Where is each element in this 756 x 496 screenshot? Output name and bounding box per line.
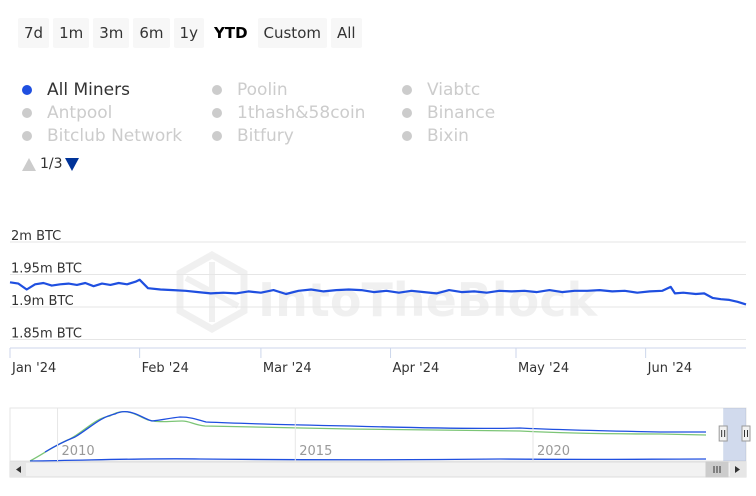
x-tick-label: Jun '24	[647, 361, 693, 376]
legend-item-bitclub-network[interactable]: Bitclub Network	[22, 125, 212, 147]
x-tick-label: Mar '24	[263, 361, 312, 376]
y-tick-label: 1.95m BTC	[11, 262, 82, 277]
range-button-all[interactable]: All	[330, 18, 362, 48]
legend-dot	[212, 108, 222, 118]
range-selector: 7d 1m 3m 6m 1y YTD Custom All	[18, 18, 362, 48]
scroll-right-button[interactable]	[730, 462, 746, 477]
legend-item-viabtc[interactable]: Viabtc	[402, 79, 482, 101]
legend-item-antpool[interactable]: Antpool	[22, 102, 212, 124]
legend-item-all-miners[interactable]: All Miners	[22, 79, 212, 101]
range-button-7d[interactable]: 7d	[18, 18, 50, 48]
range-button-ytd[interactable]: YTD	[207, 18, 254, 48]
navigator-handles	[718, 425, 751, 442]
x-tick-label: Jan '24	[11, 361, 56, 376]
legend-label: Antpool	[47, 103, 113, 123]
legend-label: Poolin	[237, 80, 288, 100]
navigator-handle-body	[718, 425, 728, 442]
legend-label: All Miners	[47, 80, 130, 100]
navigator-tick-label: 2010	[62, 444, 95, 459]
legend-label: Bitfury	[237, 126, 294, 146]
series-line-all-miners	[9, 278, 747, 306]
range-button-1m[interactable]: 1m	[53, 18, 90, 48]
legend-item-binance[interactable]: Binance	[402, 102, 495, 124]
legend-dot	[22, 131, 32, 141]
y-tick-label: 1.9m BTC	[11, 294, 74, 309]
legend-item-1thash-58coin[interactable]: 1thash&58coin	[212, 102, 402, 124]
scroll-right-arrow-icon	[735, 466, 740, 473]
scrollbar-thumb[interactable]	[705, 461, 729, 478]
navigator-handle-left[interactable]	[718, 425, 728, 442]
navigator-frame	[9, 407, 747, 462]
legend-label: Bitclub Network	[47, 126, 183, 146]
navigator-line-all-miners	[44, 410, 706, 453]
watermark-text: IntoTheBlock	[258, 273, 598, 327]
navigator-x-axis: 2010 2015 2020	[57, 408, 570, 461]
scroll-left-arrow-icon	[16, 466, 21, 473]
range-button-custom[interactable]: Custom	[257, 18, 327, 48]
x-tick-label: Apr '24	[393, 361, 440, 376]
navigator-series	[29, 410, 707, 462]
navigator-handle-right[interactable]	[741, 425, 751, 442]
legend-page-label: 1/3	[40, 156, 63, 172]
chart-legend: All Miners Poolin Viabtc Antpool 1thash&…	[22, 79, 495, 147]
legend-dot	[212, 85, 222, 95]
legend-label: Binance	[427, 103, 496, 123]
navigator-tick-label: 2015	[299, 444, 332, 459]
legend-dot	[22, 85, 32, 95]
legend-label: Bixin	[427, 126, 469, 146]
legend-dot	[22, 108, 32, 118]
navigator: 2010 2015 2020	[9, 407, 751, 462]
watermark-logo-icon	[176, 250, 248, 334]
legend-dot	[402, 131, 412, 141]
x-axis: Jan '24 Feb '24 Mar '24 Apr '24 May '24 Jun '…	[9, 348, 693, 376]
legend-dot	[212, 131, 222, 141]
legend-prev-page-icon[interactable]	[22, 157, 36, 171]
legend-dot	[402, 108, 412, 118]
x-tick-label: May '24	[518, 361, 569, 376]
scrollbar-grip-icon	[713, 466, 721, 473]
legend-label: 1thash&58coin	[237, 103, 366, 123]
legend-item-bitfury[interactable]: Bitfury	[212, 125, 402, 147]
legend-dot	[402, 85, 412, 95]
y-tick-label: 1.85m BTC	[11, 327, 82, 342]
x-tick-label: Feb '24	[142, 361, 189, 376]
navigator-line-secondary	[29, 410, 707, 462]
range-button-1y[interactable]: 1y	[173, 18, 204, 48]
legend-next-page-icon[interactable]	[64, 157, 79, 171]
scrollbar-track[interactable]	[9, 461, 747, 478]
legend-item-poolin[interactable]: Poolin	[212, 79, 402, 101]
scrollbar[interactable]	[9, 461, 747, 478]
navigator-tick-label: 2020	[537, 444, 570, 459]
legend-pager: 1/3	[22, 156, 79, 172]
y-axis-labels: 2m BTC 1.95m BTC 1.9m BTC 1.85m BTC	[11, 229, 82, 342]
chart-grid	[10, 241, 746, 341]
navigator-selected-range[interactable]	[723, 408, 746, 461]
navigator-handle-body	[741, 425, 751, 442]
navigator-line-lower	[29, 458, 707, 462]
range-button-3m[interactable]: 3m	[93, 18, 130, 48]
legend-item-bixin[interactable]: Bixin	[402, 125, 482, 147]
scroll-left-button[interactable]	[10, 462, 26, 477]
y-tick-label: 2m BTC	[11, 229, 61, 244]
series-group	[9, 278, 747, 306]
range-button-6m[interactable]: 6m	[133, 18, 170, 48]
legend-label: Viabtc	[427, 80, 481, 100]
watermark: IntoTheBlock	[176, 250, 598, 334]
